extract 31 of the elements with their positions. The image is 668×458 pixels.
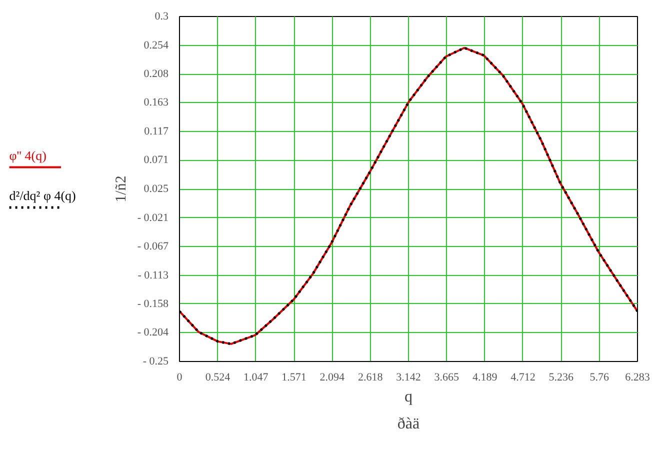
y-tick-label: 0.071 bbox=[144, 154, 168, 166]
x-tick-label: 5.236 bbox=[548, 372, 574, 384]
x-tick-label: 4.712 bbox=[510, 372, 536, 384]
y-tick-label: 0.025 bbox=[144, 183, 169, 195]
x-tick-label: 3.142 bbox=[396, 372, 421, 384]
y-tick-label: - 0.204 bbox=[137, 326, 169, 339]
x-tick-label: 6.283 bbox=[625, 372, 650, 384]
y-tick-label: 0.208 bbox=[144, 68, 169, 80]
text: ðàä bbox=[397, 416, 420, 432]
x-tick-label: 3.665 bbox=[434, 372, 460, 384]
y-tick-label: 0.163 bbox=[144, 96, 169, 108]
x-tick-label: 2.094 bbox=[320, 372, 346, 384]
x-axis-title: q bbox=[404, 388, 412, 406]
y-tick-label: - 0.067 bbox=[137, 240, 169, 253]
y-tick-label: - 0.113 bbox=[138, 270, 169, 282]
y-tick-label: - 0.25 bbox=[142, 356, 169, 368]
x-tick-label: 4.189 bbox=[472, 372, 498, 384]
x-tick-label: 0.524 bbox=[205, 372, 231, 384]
y-tick-label: 0.254 bbox=[144, 39, 169, 52]
x-tick-label: 1.047 bbox=[243, 372, 269, 384]
text: d²/dq² φ 4(q) bbox=[9, 188, 76, 204]
text: φ'' 4(q) bbox=[9, 148, 46, 163]
y-tick-label: 0.117 bbox=[144, 125, 169, 138]
x-tick-label: 0 bbox=[176, 372, 183, 384]
y-tick-label: - 0.021 bbox=[137, 212, 169, 224]
x-tick-label: 2.618 bbox=[358, 372, 384, 384]
x-tick-label: 5.76 bbox=[590, 372, 610, 384]
y-axis-title: 1/ñ2 bbox=[113, 176, 130, 202]
y-tick-label: 0.3 bbox=[154, 10, 169, 22]
y-tick-label: - 0.158 bbox=[137, 298, 169, 310]
x-tick-label: 1.571 bbox=[282, 372, 306, 384]
